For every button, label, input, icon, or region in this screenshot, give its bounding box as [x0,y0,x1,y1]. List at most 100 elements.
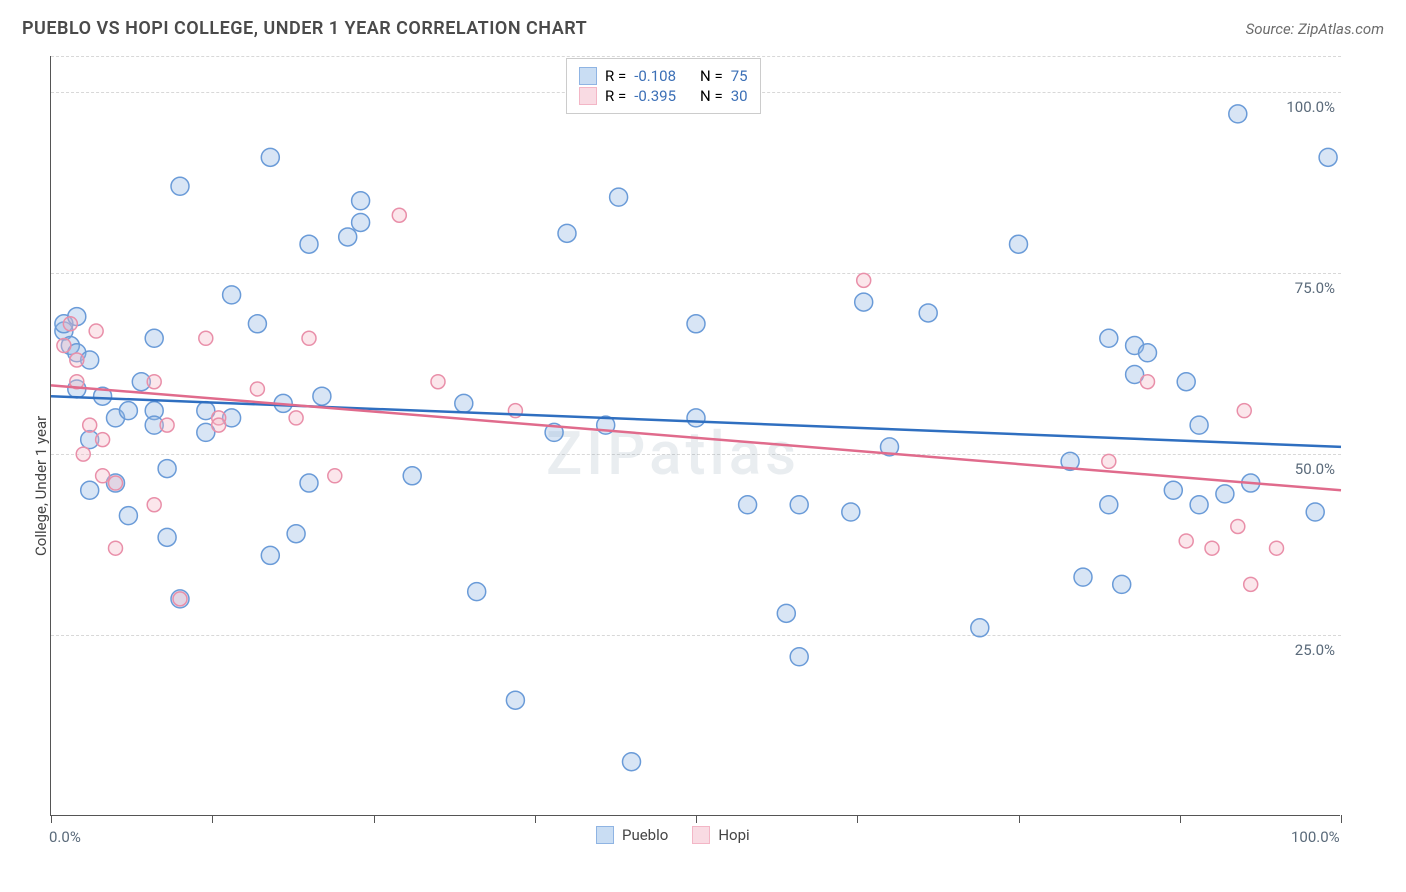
data-point-hopi [160,418,174,432]
data-point-pueblo [339,228,357,246]
legend-swatch [692,826,710,844]
data-point-pueblo [1100,496,1118,514]
data-point-pueblo [352,213,370,231]
data-point-pueblo [1190,416,1208,434]
data-point-pueblo [248,315,266,333]
chart-container: College, Under 1 year 25.0%50.0%75.0%100… [50,56,1390,848]
n-value: 75 [731,67,748,85]
y-axis-title: College, Under 1 year [32,416,50,556]
data-point-pueblo [158,460,176,478]
data-point-pueblo [287,525,305,543]
data-point-pueblo [1139,344,1157,362]
data-point-hopi [57,339,71,353]
data-point-pueblo [1074,568,1092,586]
data-point-pueblo [223,286,241,304]
n-label: N = [700,67,723,85]
series-legend-item: Hopi [692,826,749,844]
x-tick-label: 0.0% [49,828,81,846]
data-point-hopi [1141,375,1155,389]
x-tick [1180,815,1181,823]
data-point-hopi [857,273,871,287]
data-point-hopi [96,469,110,483]
data-point-hopi [63,317,77,331]
data-point-pueblo [300,235,318,253]
data-point-pueblo [623,753,641,771]
data-point-hopi [1270,541,1284,555]
series-name: Pueblo [622,826,668,844]
x-tick [374,815,375,823]
data-point-pueblo [687,409,705,427]
x-tick [535,815,536,823]
data-point-hopi [96,433,110,447]
n-value: 30 [731,87,748,105]
correlation-legend: R =-0.108N =75R =-0.395N =30 [566,58,761,114]
data-point-pueblo [81,481,99,499]
r-value: -0.395 [634,87,676,105]
data-point-pueblo [158,528,176,546]
data-point-hopi [1231,519,1245,533]
x-tick [1341,815,1342,823]
correlation-legend-row: R = -0.108 N = 75 [579,67,748,85]
data-point-pueblo [919,304,937,322]
data-point-pueblo [739,496,757,514]
x-tick-label: 100.0% [1291,828,1340,846]
chart-title: PUEBLO VS HOPI COLLEGE, UNDER 1 YEAR COR… [22,18,587,39]
series-legend-item: Pueblo [596,826,668,844]
data-point-hopi [199,331,213,345]
data-point-pueblo [1177,373,1195,391]
data-point-pueblo [1164,481,1182,499]
data-point-hopi [1102,454,1116,468]
data-point-pueblo [1216,485,1234,503]
data-point-pueblo [119,507,137,525]
data-point-hopi [173,592,187,606]
r-label: R = [605,67,626,85]
data-point-pueblo [558,224,576,242]
data-point-pueblo [403,467,421,485]
data-point-hopi [109,541,123,555]
data-point-hopi [328,469,342,483]
data-point-pueblo [1319,148,1337,166]
trend-line-pueblo [51,396,1341,447]
header: PUEBLO VS HOPI COLLEGE, UNDER 1 YEAR COR… [0,0,1406,47]
data-point-pueblo [171,177,189,195]
data-point-pueblo [468,583,486,601]
data-point-hopi [302,331,316,345]
x-tick [212,815,213,823]
x-tick [696,815,697,823]
data-point-pueblo [855,293,873,311]
data-point-hopi [392,208,406,222]
data-point-hopi [70,353,84,367]
data-point-pueblo [352,192,370,210]
series-legend: Pueblo Hopi [596,826,750,844]
x-tick [1019,815,1020,823]
data-point-pueblo [1306,503,1324,521]
data-point-pueblo [300,474,318,492]
data-point-hopi [109,476,123,490]
data-point-hopi [76,447,90,461]
data-point-pueblo [1190,496,1208,514]
data-point-pueblo [790,648,808,666]
trend-line-hopi [51,385,1341,490]
data-point-pueblo [506,691,524,709]
data-point-hopi [431,375,445,389]
data-point-pueblo [1113,575,1131,593]
data-point-hopi [212,418,226,432]
data-point-hopi [289,411,303,425]
r-value: -0.108 [634,67,676,85]
data-point-hopi [1205,541,1219,555]
source-attribution: Source: ZipAtlas.com [1246,20,1384,38]
data-point-pueblo [145,329,163,347]
data-point-hopi [147,375,161,389]
data-point-pueblo [1100,329,1118,347]
data-point-pueblo [687,315,705,333]
data-point-pueblo [790,496,808,514]
data-point-hopi [147,498,161,512]
x-tick [857,815,858,823]
data-point-hopi [1244,577,1258,591]
data-point-pueblo [1010,235,1028,253]
data-point-hopi [83,418,97,432]
data-point-pueblo [455,394,473,412]
r-label: R = [605,87,626,105]
x-tick [51,815,52,823]
data-point-pueblo [1229,105,1247,123]
